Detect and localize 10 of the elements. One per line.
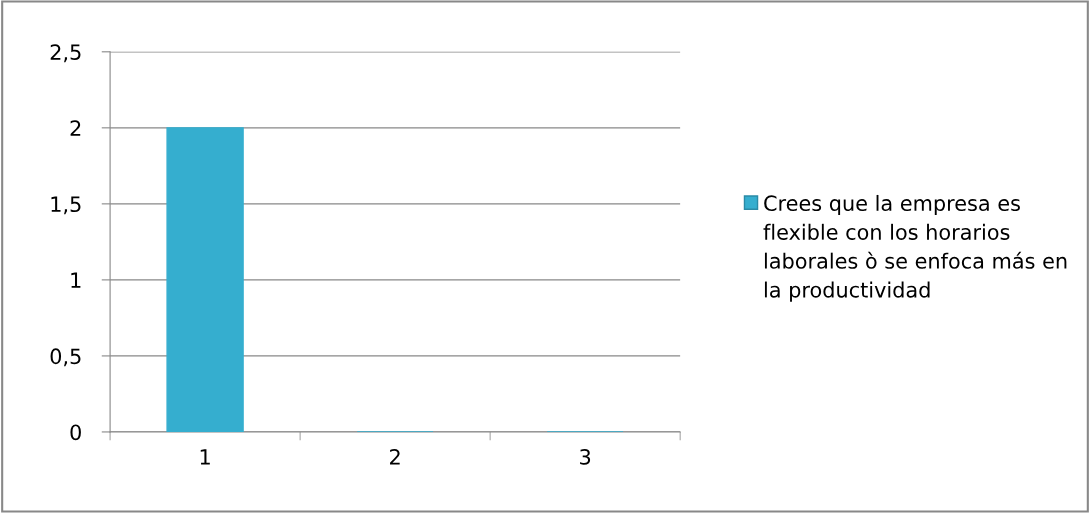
y-tick-label: 1 [71, 272, 81, 288]
legend-label: Crees que la empresa es flexible con los horarios laborales ò se enfoca más en la productividad [763, 194, 1067, 302]
y-tick-label: 2,5 [50, 44, 81, 63]
x-tick-label: 2 [390, 448, 400, 465]
y-tick-label: 0 [70, 424, 81, 441]
y-tick-label: 1,5 [51, 196, 81, 215]
y-tick-label: 2 [70, 120, 81, 136]
y-tick-label: 0,5 [50, 348, 81, 367]
x-tick-label: 1 [200, 449, 210, 465]
x-tick-label: 3 [580, 448, 591, 465]
